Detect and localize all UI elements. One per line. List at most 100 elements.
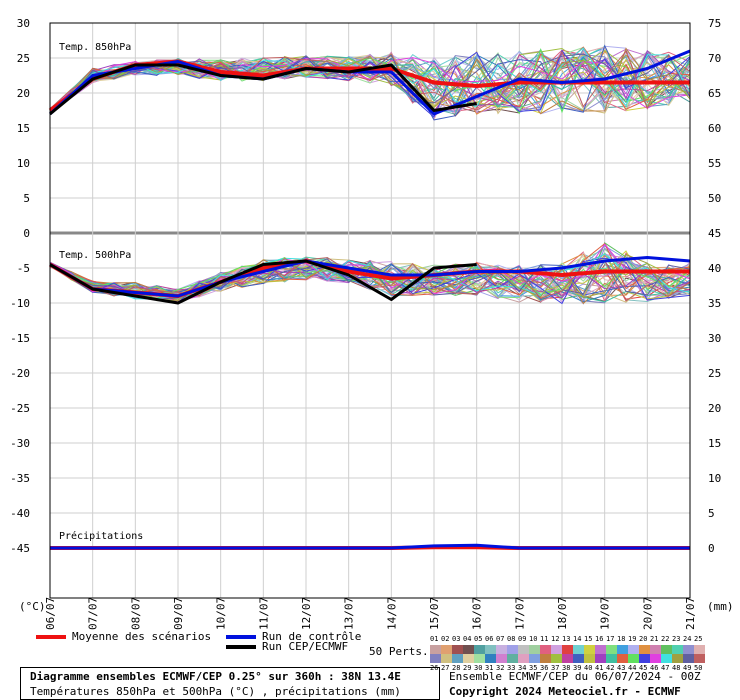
x-tick-label: 14/07 — [385, 597, 398, 630]
ensemble-member-line — [49, 50, 691, 111]
chart-subtitle: Températures 850hPa et 500hPa (°C) , pré… — [30, 685, 401, 698]
pert-swatch — [661, 654, 672, 663]
pert-swatch — [529, 654, 540, 663]
x-tick-label: 13/07 — [343, 597, 356, 630]
right-tick-label: 65 — [708, 87, 721, 100]
legend-cep: Run CEP/ECMWF — [226, 640, 348, 653]
right-tick-label: 70 — [708, 52, 721, 65]
pert-number: 34 — [518, 664, 527, 672]
pert-number: 12 — [551, 635, 560, 643]
pert-swatch — [562, 654, 573, 663]
pert-number: 36 — [540, 664, 549, 672]
legend-perts-label: 50 Perts. — [369, 645, 429, 658]
chart-title: Diagramme ensembles ECMWF/CEP 0.25° sur … — [30, 670, 401, 683]
left-tick-label: -45 — [10, 542, 30, 555]
pert-number: 16 — [595, 635, 604, 643]
pert-swatch — [573, 654, 584, 663]
left-tick-label: 0 — [23, 227, 30, 240]
pert-swatch — [551, 645, 562, 654]
pert-number: 21 — [650, 635, 659, 643]
pert-number: 17 — [606, 635, 615, 643]
pert-number: 41 — [595, 664, 604, 672]
pert-number: 49 — [683, 664, 692, 672]
x-tick-label: 12/07 — [300, 597, 313, 630]
pert-number: 37 — [551, 664, 560, 672]
pert-number: 02 — [441, 635, 450, 643]
pert-number: 30 — [474, 664, 483, 672]
pert-number: 09 — [518, 635, 527, 643]
x-tick-label: 16/07 — [471, 597, 484, 630]
right-tick-label: 75 — [708, 17, 721, 30]
series-line — [49, 63, 477, 116]
panel-label-850: Temp. 850hPa — [59, 42, 131, 53]
pert-swatch — [496, 654, 507, 663]
left-tick-label: -15 — [10, 332, 30, 345]
pert-swatch — [694, 645, 705, 654]
pert-number: 50 — [694, 664, 703, 672]
pert-swatch — [617, 645, 628, 654]
pert-swatch — [518, 654, 529, 663]
legend-cep-label: Run CEP/ECMWF — [262, 640, 349, 653]
pert-number: 15 — [584, 635, 593, 643]
x-tick-label: 07/07 — [87, 597, 100, 630]
pert-number: 32 — [496, 664, 505, 672]
pert-number: 13 — [562, 635, 571, 643]
left-tick-label: 5 — [23, 192, 30, 205]
pert-swatch — [562, 645, 573, 654]
pert-swatch — [628, 654, 639, 663]
pert-number: 22 — [661, 635, 670, 643]
right-tick-label: 20 — [708, 402, 721, 415]
pert-number: 38 — [562, 664, 571, 672]
pert-number: 26 — [430, 664, 439, 672]
left-tick-label: 20 — [17, 87, 30, 100]
chart-grid — [49, 22, 691, 598]
pert-swatch — [507, 645, 518, 654]
series-line — [50, 543, 690, 550]
pert-number: 48 — [672, 664, 681, 672]
x-tick-label: 06/07 — [44, 597, 57, 630]
legend-control-label: Run de contrôle — [262, 630, 362, 643]
pert-number: 29 — [463, 664, 472, 672]
pert-number: 19 — [628, 635, 637, 643]
left-tick-label: -40 — [10, 507, 30, 520]
pert-swatch — [452, 645, 463, 654]
pert-number: 11 — [540, 635, 549, 643]
pert-number: 24 — [683, 635, 692, 643]
pert-swatch — [628, 645, 639, 654]
pert-swatch — [617, 654, 628, 663]
pert-swatch — [474, 654, 485, 663]
pert-number: 01 — [430, 635, 439, 643]
left-tick-label: 10 — [17, 157, 30, 170]
pert-swatch — [518, 645, 529, 654]
left-tick-label: -10 — [10, 297, 30, 310]
pert-number: 08 — [507, 635, 516, 643]
pert-swatch — [529, 645, 540, 654]
pert-number: 10 — [529, 635, 538, 643]
pert-swatch — [430, 645, 441, 654]
legend-control-swatch — [226, 634, 256, 639]
x-tick-label: 17/07 — [513, 597, 526, 630]
pert-swatch — [485, 654, 496, 663]
legend-mean-swatch — [36, 634, 66, 639]
pert-number: 31 — [485, 664, 494, 672]
right-tick-label: 50 — [708, 192, 721, 205]
x-tick-label: 08/07 — [129, 597, 142, 630]
x-tick-label: 10/07 — [215, 597, 228, 630]
legend-mean: Moyenne des scénarios — [36, 630, 211, 643]
pert-number: 33 — [507, 664, 516, 672]
pert-swatch — [639, 645, 650, 654]
right-tick-label: 15 — [708, 437, 721, 450]
pert-swatch — [463, 654, 474, 663]
pert-swatch — [485, 645, 496, 654]
right-unit-label: (mm) — [707, 600, 734, 613]
left-tick-label: -25 — [10, 402, 30, 415]
pert-number: 42 — [606, 664, 615, 672]
pert-number: 06 — [485, 635, 494, 643]
pert-number: 04 — [463, 635, 472, 643]
pert-number: 43 — [617, 664, 626, 672]
pert-number: 25 — [694, 635, 703, 643]
right-tick-label: 60 — [708, 122, 721, 135]
title-box: Diagramme ensembles ECMWF/CEP 0.25° sur … — [20, 667, 440, 700]
right-tick-label: 30 — [708, 332, 721, 345]
